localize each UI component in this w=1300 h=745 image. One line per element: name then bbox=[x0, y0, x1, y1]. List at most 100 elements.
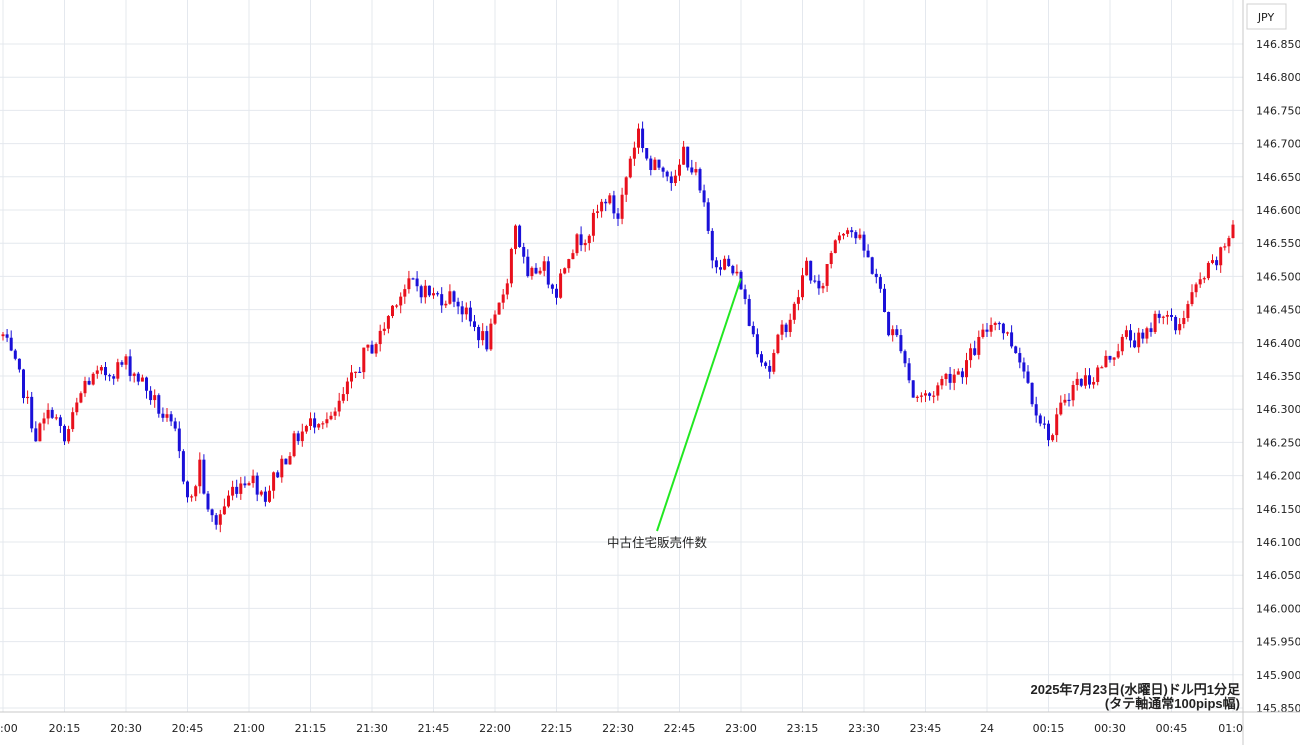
x-tick-label: 23:30 bbox=[848, 722, 880, 735]
candle-body bbox=[1174, 316, 1178, 331]
candle-body bbox=[776, 334, 780, 353]
candle-body bbox=[415, 278, 419, 287]
candle-body bbox=[1096, 367, 1100, 382]
candle-body bbox=[42, 418, 46, 424]
candle-body bbox=[854, 232, 858, 239]
candle-body bbox=[13, 350, 17, 359]
annotation-line bbox=[656, 278, 742, 532]
candle-body bbox=[235, 486, 239, 494]
candle-body bbox=[153, 395, 157, 401]
candle-body bbox=[218, 514, 222, 525]
candle-body bbox=[317, 424, 321, 428]
candle-body bbox=[214, 515, 218, 525]
candle-body bbox=[591, 212, 595, 236]
candle-body bbox=[108, 375, 112, 377]
candle-body bbox=[345, 381, 349, 395]
y-tick-label: 146.600 bbox=[1256, 204, 1300, 217]
candle-body bbox=[678, 164, 681, 176]
candle-layer bbox=[1, 121, 1235, 533]
x-tick-label: 22:00 bbox=[479, 722, 511, 735]
candle-body bbox=[116, 362, 120, 379]
candle-body bbox=[719, 267, 722, 270]
candle-body bbox=[296, 433, 300, 442]
candle-body bbox=[518, 225, 522, 247]
candle-body bbox=[485, 331, 489, 350]
candle-body bbox=[165, 414, 169, 418]
candle-body bbox=[1186, 304, 1190, 318]
candle-body bbox=[1079, 378, 1083, 386]
y-tick-label: 146.150 bbox=[1256, 503, 1300, 516]
candle-body bbox=[1194, 284, 1198, 293]
chart-caption-line1: 2025年7月23日(水曜日)ドル円1分足 bbox=[1031, 682, 1241, 697]
candle-body bbox=[645, 148, 649, 159]
candle-body bbox=[1133, 340, 1137, 348]
candle-body bbox=[169, 414, 173, 422]
candle-body bbox=[1178, 324, 1182, 331]
x-tick-label: 24 bbox=[980, 722, 994, 735]
candle-body bbox=[325, 419, 329, 424]
candle-body bbox=[1006, 332, 1009, 334]
candle-body bbox=[1223, 246, 1227, 248]
candle-body bbox=[247, 483, 251, 486]
candle-body bbox=[427, 285, 431, 296]
candle-body bbox=[1165, 315, 1169, 317]
currency-box bbox=[1246, 3, 1287, 30]
candle-body bbox=[899, 335, 903, 352]
candle-body bbox=[280, 458, 284, 478]
candle-body bbox=[862, 234, 866, 251]
candle-body bbox=[878, 277, 882, 289]
candle-body bbox=[95, 370, 99, 374]
candle-body bbox=[948, 373, 952, 383]
candle-body bbox=[682, 146, 686, 165]
x-tick-label: 00:30 bbox=[1094, 722, 1126, 735]
candle-body bbox=[501, 294, 505, 303]
candle-body bbox=[63, 425, 66, 442]
candle-body bbox=[911, 380, 915, 398]
candle-body bbox=[571, 253, 575, 260]
x-tick-label: 23:15 bbox=[787, 722, 819, 735]
candle-body bbox=[251, 475, 255, 484]
candle-body bbox=[747, 298, 751, 326]
candle-body bbox=[887, 311, 891, 336]
candle-body bbox=[1231, 224, 1235, 239]
candle-body bbox=[83, 380, 87, 394]
candle-body bbox=[514, 225, 517, 249]
candle-body bbox=[813, 280, 817, 282]
candle-body bbox=[1112, 357, 1116, 360]
x-tick-label: 20:30 bbox=[110, 722, 142, 735]
y-tick-label: 146.650 bbox=[1256, 171, 1300, 184]
y-tick-label: 146.800 bbox=[1256, 71, 1300, 84]
candle-body bbox=[30, 396, 34, 429]
candle-body bbox=[522, 246, 526, 257]
candle-body bbox=[341, 394, 345, 401]
candle-body bbox=[850, 230, 854, 233]
candle-body bbox=[1211, 260, 1214, 263]
candle-body bbox=[321, 423, 325, 425]
candle-body bbox=[542, 261, 546, 271]
candle-body bbox=[952, 374, 956, 383]
y-tick-label: 146.850 bbox=[1256, 38, 1300, 51]
candle-body bbox=[460, 306, 464, 315]
annotation-label: 中古住宅販売件数 bbox=[607, 535, 708, 550]
candle-body bbox=[91, 373, 95, 385]
candle-body bbox=[382, 328, 386, 331]
y-tick-label: 146.200 bbox=[1256, 470, 1300, 483]
y-tick-label: 146.250 bbox=[1256, 436, 1300, 449]
candle-body bbox=[932, 395, 936, 397]
candle-body bbox=[1227, 238, 1231, 247]
candle-body bbox=[75, 402, 79, 413]
candle-body bbox=[628, 158, 632, 178]
candle-body bbox=[1104, 355, 1108, 368]
x-tick-label: 22:45 bbox=[664, 722, 696, 735]
candle-body bbox=[1047, 423, 1050, 441]
x-tick-label: 21:00 bbox=[233, 722, 265, 735]
candle-body bbox=[583, 243, 587, 246]
candle-body bbox=[333, 411, 337, 416]
candle-body bbox=[124, 356, 128, 365]
candle-body bbox=[632, 147, 636, 159]
candle-body bbox=[79, 393, 83, 403]
candle-body bbox=[1026, 371, 1030, 383]
candle-body bbox=[977, 336, 981, 355]
